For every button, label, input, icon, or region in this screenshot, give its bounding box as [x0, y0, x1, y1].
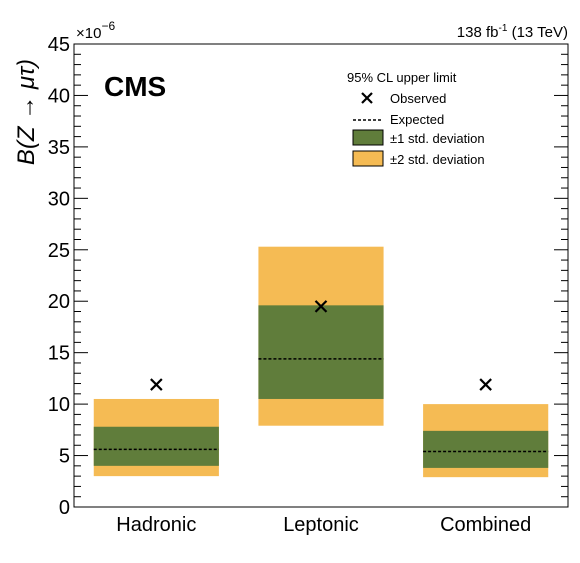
y-tick-label: 35: [48, 137, 70, 159]
legend-entry-observed: Observed: [361, 91, 446, 106]
bands-layer: [93, 246, 549, 478]
y-tick-label: 0: [59, 497, 70, 519]
lumi-exponent: -1: [499, 23, 508, 34]
y-tick-label: 45: [48, 34, 70, 56]
observed-limit-marker: [150, 378, 163, 391]
energy-label: (13 TeV): [507, 24, 568, 41]
legend-entry-two-sigma: ±2 std. deviation: [352, 150, 485, 167]
legend-label-two-sigma: ±2 std. deviation: [390, 152, 485, 167]
legend-title: 95% CL upper limit: [347, 70, 457, 85]
x-category-label: Hadronic: [116, 514, 196, 536]
one-sigma-band: [93, 426, 219, 466]
y-multiplier: ×10−6: [76, 19, 115, 42]
legend: 95% CL upper limit Observed Expected ±1 …: [347, 70, 485, 167]
cms-logo-text: CMS: [104, 71, 166, 102]
markers-layer: [93, 300, 549, 453]
legend-entry-expected: Expected: [353, 112, 444, 127]
one-sigma-swatch: [352, 129, 384, 146]
x-category-label: Leptonic: [283, 514, 359, 536]
two-sigma-swatch: [352, 150, 384, 167]
x-category-label: Combined: [440, 514, 531, 536]
y-tick-label: 30: [48, 188, 70, 210]
y-tick-label: 20: [48, 291, 70, 313]
y-tick-label: 25: [48, 240, 70, 262]
y-tick-label: 15: [48, 343, 70, 365]
y-multiplier-exponent: −6: [101, 19, 115, 33]
y-axis: 0 5 10 15 20 25 30 35 40 45: [48, 34, 568, 519]
legend-entry-one-sigma: ±1 std. deviation: [352, 129, 485, 146]
observed-marker-icon: [361, 92, 373, 104]
one-sigma-band: [423, 430, 549, 468]
y-tick-label: 40: [48, 85, 70, 107]
plot-frame: [73, 43, 569, 508]
y-multiplier-base: ×10: [76, 25, 101, 42]
legend-label-observed: Observed: [390, 91, 446, 106]
y-tick-label: 10: [48, 394, 70, 416]
lumi-value: 138 fb: [457, 24, 499, 41]
lumi-label: 138 fb-1 (13 TeV): [457, 23, 568, 41]
observed-limit-marker: [314, 300, 328, 313]
y-tick-label: 5: [59, 446, 70, 468]
x-axis: Hadronic Leptonic Combined: [116, 514, 531, 536]
y-axis-title: B(Z → μτ): [13, 59, 40, 165]
one-sigma-band: [258, 305, 384, 399]
legend-label-expected: Expected: [390, 112, 444, 127]
observed-limit-marker: [479, 378, 492, 391]
legend-label-one-sigma: ±1 std. deviation: [390, 131, 485, 146]
